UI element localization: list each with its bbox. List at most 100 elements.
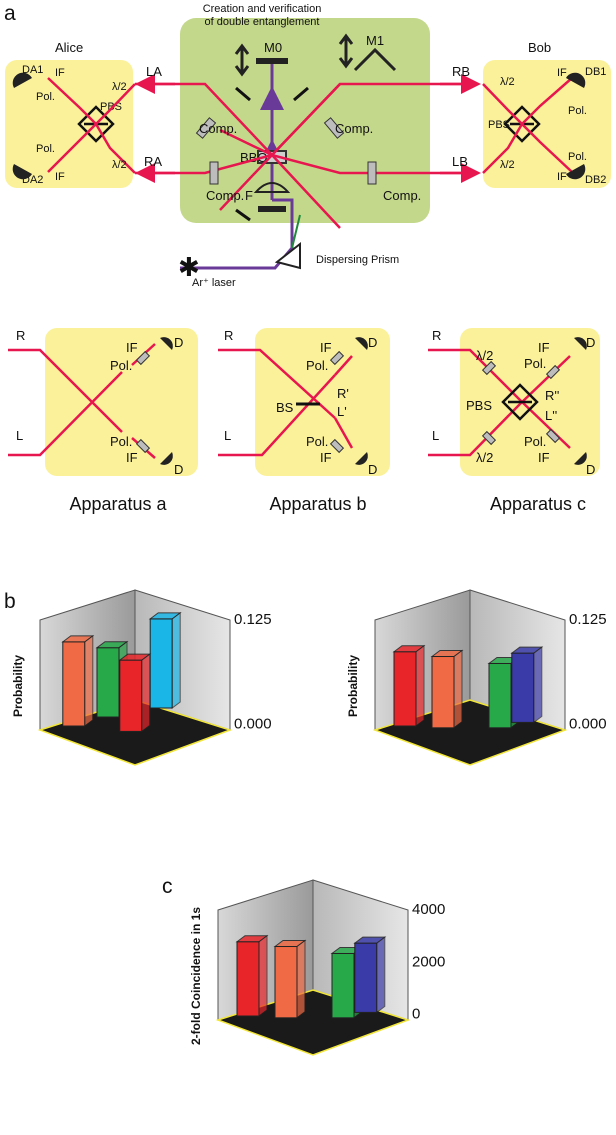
app-a-d-2: D bbox=[174, 462, 183, 477]
app-a-if-2: IF bbox=[126, 450, 138, 465]
z-tick-0: 0.125 bbox=[569, 611, 607, 628]
z-tick-1: 0.000 bbox=[234, 716, 272, 733]
bar-2 bbox=[149, 618, 173, 709]
dispersing-prism bbox=[274, 241, 301, 270]
alice-box bbox=[5, 60, 133, 188]
bar-0 bbox=[236, 941, 260, 1017]
alice-hwp-1: λ/2 bbox=[112, 81, 127, 93]
beam-rb bbox=[219, 82, 478, 157]
bar-3 bbox=[119, 659, 143, 732]
apparatus-b-title: Apparatus b bbox=[269, 494, 366, 514]
bar-side-1 bbox=[453, 649, 463, 729]
apparatus-c bbox=[428, 328, 600, 476]
bob-hwp-1: λ/2 bbox=[500, 76, 515, 88]
app-c-d-2: D bbox=[586, 462, 595, 477]
comp-label-3: Comp. bbox=[335, 121, 373, 136]
apparatus-b bbox=[218, 328, 390, 476]
bar-side-0 bbox=[84, 634, 94, 727]
bar-side-3 bbox=[533, 646, 543, 724]
app-c-if-2: IF bbox=[538, 450, 550, 465]
apparatus-c-title: Apparatus c bbox=[490, 494, 586, 514]
prism-green-ray bbox=[291, 214, 301, 249]
app-c-l: L bbox=[432, 428, 439, 443]
app-b-l-prime: L' bbox=[337, 404, 347, 419]
app-c-r-dprime: R'' bbox=[545, 388, 559, 403]
app-a-l: L bbox=[16, 428, 23, 443]
apparatus-a-title: Apparatus a bbox=[69, 494, 167, 514]
bob-db2-label: DB2 bbox=[585, 174, 606, 186]
bar-2 bbox=[331, 952, 355, 1019]
app-b-pol-2: Pol. bbox=[306, 434, 328, 449]
z-tick-0: 0.125 bbox=[234, 611, 272, 628]
bob-label: Bob bbox=[528, 40, 551, 55]
app-a-if-1: IF bbox=[126, 340, 138, 355]
bob-if-2: IF bbox=[557, 171, 567, 183]
laser-star-icon: ✱ bbox=[178, 253, 200, 283]
m0-label: M0 bbox=[264, 40, 282, 55]
app-c-pol-2: Pol. bbox=[524, 434, 546, 449]
app-c-pol-1: Pol. bbox=[524, 356, 546, 371]
bar-side-1 bbox=[296, 939, 306, 1019]
app-a-pol-2: Pol. bbox=[110, 434, 132, 449]
chart-b-left: 0.125 0.000 Probability bbox=[11, 589, 272, 766]
setup-title-line2: of double entanglement bbox=[205, 16, 320, 28]
filter-block bbox=[258, 206, 286, 212]
bob-detector-1 bbox=[566, 72, 586, 88]
la-label: LA bbox=[146, 64, 162, 79]
comp-label-1: Comp. bbox=[199, 121, 237, 136]
app-a-d-1: D bbox=[174, 335, 183, 350]
bob-pol-2: Pol. bbox=[568, 151, 587, 163]
mirror-m1 bbox=[353, 47, 397, 72]
chart-c: 4000 2000 0 2-fold Coincidence in 1s bbox=[189, 879, 445, 1056]
bob-pbs-label: PBS bbox=[488, 119, 510, 131]
bar-1 bbox=[96, 647, 120, 718]
bar-side-3 bbox=[141, 653, 151, 733]
alice-detector-2 bbox=[12, 164, 32, 180]
bar-1 bbox=[431, 656, 455, 729]
app-c-l-dprime: L'' bbox=[545, 408, 557, 423]
bar-side-3 bbox=[376, 936, 386, 1014]
alice-if-1: IF bbox=[55, 67, 65, 79]
z-tick-1: 2000 bbox=[412, 953, 445, 970]
app-b-if-1: IF bbox=[320, 340, 332, 355]
panel-label-a: a bbox=[4, 2, 16, 25]
bar-3 bbox=[511, 652, 535, 723]
bar-3 bbox=[354, 942, 378, 1013]
alice-beam-2 bbox=[47, 77, 136, 174]
comp-label-4: Comp. bbox=[383, 188, 421, 203]
app-c-if-1: IF bbox=[538, 340, 550, 355]
z-tick-2: 0 bbox=[412, 1006, 420, 1023]
bar-1 bbox=[274, 946, 298, 1019]
bob-pol-1: Pol. bbox=[568, 105, 587, 117]
bar-side-0 bbox=[415, 644, 425, 727]
z-tick-0: 4000 bbox=[412, 901, 445, 918]
bar-side-2 bbox=[171, 611, 181, 709]
m1-move-arrow-icon bbox=[338, 33, 354, 69]
bar-side-0 bbox=[258, 934, 268, 1017]
compensator-3 bbox=[323, 117, 345, 139]
alice-pol-1: Pol. bbox=[36, 91, 55, 103]
bob-if-1: IF bbox=[557, 67, 567, 79]
y-axis-label: Probability bbox=[11, 655, 25, 717]
f-label: F bbox=[245, 188, 253, 203]
app-c-r: R bbox=[432, 328, 441, 343]
app-b-pol-1: Pol. bbox=[306, 358, 328, 373]
app-b-bs: BS bbox=[276, 400, 294, 415]
bar-2 bbox=[488, 662, 512, 729]
mirror-left-top bbox=[235, 86, 251, 102]
mirror-m0 bbox=[256, 58, 288, 64]
app-a-pol-1: Pol. bbox=[110, 358, 132, 373]
beam-lb bbox=[219, 153, 478, 211]
app-b-d-1: D bbox=[368, 335, 377, 350]
app-b-if-2: IF bbox=[320, 450, 332, 465]
setup-title-line1: Creation and verification bbox=[203, 3, 322, 15]
alice-pbs-label: PBS bbox=[100, 101, 122, 113]
apparatus-a bbox=[8, 328, 198, 476]
alice-da1-label: DA1 bbox=[22, 64, 43, 76]
panel-label-b: b bbox=[4, 590, 16, 613]
alice-detector-1 bbox=[12, 72, 32, 88]
app-b-l: L bbox=[224, 428, 231, 443]
alice-label: Alice bbox=[55, 40, 83, 55]
bob-hwp-2: λ/2 bbox=[500, 159, 515, 171]
compensator-4 bbox=[367, 161, 377, 185]
